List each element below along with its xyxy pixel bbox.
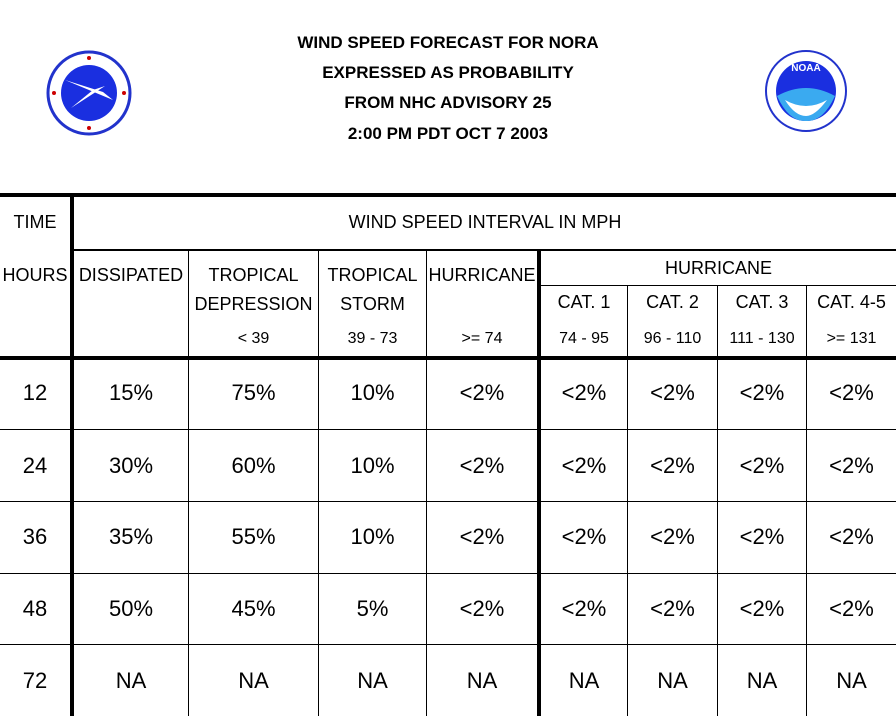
cat2-header: CAT. 2 — [646, 292, 699, 312]
hours-header: HOURS — [2, 265, 68, 285]
noaa-logo-icon — [763, 50, 849, 132]
ts-header-line2: STORM — [340, 294, 405, 314]
hour-cell: 12 — [22, 380, 48, 405]
cat1-range: 74 - 95 — [559, 330, 609, 347]
hurricane-range: >= 74 — [461, 330, 503, 347]
cat3-header: CAT. 3 — [735, 292, 789, 312]
hour-cell: 72 — [22, 668, 48, 693]
probability-cell: 30% — [108, 453, 154, 478]
hour-cell: 36 — [22, 524, 48, 549]
probability-cell: <2% — [650, 524, 695, 549]
probability-cell: NA — [238, 668, 269, 693]
probability-cell: <2% — [739, 524, 785, 549]
title-line-2: EXPRESSED AS PROBABILITY — [322, 63, 574, 82]
table-top-border — [0, 193, 896, 197]
hurricane-group-border — [537, 251, 541, 716]
probability-cell: NA — [568, 668, 600, 693]
interval-header: WIND SPEED INTERVAL IN MPH — [348, 212, 622, 232]
td-header-line2: DEPRESSION — [194, 294, 313, 314]
title-line-1: WIND SPEED FORECAST FOR NORA — [297, 33, 599, 52]
header-bottom-border — [0, 356, 896, 360]
probability-cell: <2% — [829, 453, 874, 478]
probability-cell: NA — [746, 668, 778, 693]
row-divider — [0, 501, 896, 502]
time-header: TIME — [13, 212, 57, 232]
probability-cell: 35% — [108, 524, 154, 549]
ts-header-line1: TROPICAL — [327, 265, 418, 285]
row-divider — [0, 429, 896, 430]
probability-cell: 45% — [231, 596, 276, 621]
probability-cell: <2% — [739, 380, 785, 405]
probability-cell: <2% — [561, 596, 607, 621]
td-header-line1: TROPICAL — [208, 265, 299, 285]
probability-cell: NA — [466, 668, 498, 693]
probability-cell: 55% — [231, 524, 276, 549]
probability-cell: <2% — [561, 524, 607, 549]
probability-cell: <2% — [459, 524, 505, 549]
column-divider — [806, 286, 807, 716]
cat45-range: >= 131 — [826, 330, 877, 347]
hour-cell: 48 — [22, 596, 48, 621]
probability-cell: 15% — [108, 380, 154, 405]
cat2-range: 96 - 110 — [643, 330, 702, 347]
nws-logo-icon — [43, 50, 135, 136]
probability-cell: <2% — [829, 380, 874, 405]
title-line-3: FROM NHC ADVISORY 25 — [344, 93, 552, 112]
probability-cell: <2% — [739, 596, 785, 621]
column-divider — [717, 286, 718, 716]
cat1-header: CAT. 1 — [557, 292, 611, 312]
probability-cell: <2% — [829, 524, 874, 549]
dissipated-header: DISSIPATED — [78, 265, 184, 285]
cat3-range: 111 - 130 — [729, 330, 795, 347]
probability-cell: 50% — [108, 596, 154, 621]
row-divider — [0, 644, 896, 645]
column-divider — [627, 286, 628, 716]
header-divider — [73, 249, 896, 251]
probability-cell: <2% — [650, 380, 695, 405]
probability-cell: <2% — [459, 380, 505, 405]
probability-cell: <2% — [561, 453, 607, 478]
probability-cell: 60% — [231, 453, 276, 478]
probability-cell: 5% — [356, 596, 389, 621]
probability-cell: <2% — [650, 596, 695, 621]
probability-cell: 10% — [350, 453, 395, 478]
noaa-logo-label: NOAA — [791, 63, 821, 74]
column-divider — [318, 251, 319, 716]
hurricane-group-header: HURRICANE — [664, 258, 772, 278]
probability-cell: NA — [836, 668, 867, 693]
time-column-border — [70, 193, 74, 716]
probability-cell: <2% — [829, 596, 874, 621]
hurricane-group-divider — [540, 285, 896, 286]
column-divider — [426, 251, 427, 716]
probability-cell: <2% — [561, 380, 607, 405]
probability-cell: <2% — [459, 453, 505, 478]
ts-range: 39 - 73 — [347, 330, 398, 347]
probability-cell: NA — [115, 668, 147, 693]
probability-cell: <2% — [739, 453, 785, 478]
td-range: < 39 — [237, 330, 270, 347]
probability-cell: 75% — [231, 380, 276, 405]
title-line-4: 2:00 PM PDT OCT 7 2003 — [347, 124, 549, 143]
hour-cell: 24 — [22, 453, 48, 478]
hurricane-header: HURRICANE — [428, 265, 536, 285]
probability-cell: 10% — [350, 524, 395, 549]
cat45-header: CAT. 4-5 — [817, 292, 886, 312]
probability-cell: <2% — [459, 596, 505, 621]
probability-cell: NA — [357, 668, 388, 693]
probability-cell: <2% — [650, 453, 695, 478]
row-divider — [0, 573, 896, 574]
probability-cell: NA — [657, 668, 688, 693]
probability-cell: 10% — [350, 380, 395, 405]
column-divider — [188, 251, 189, 716]
